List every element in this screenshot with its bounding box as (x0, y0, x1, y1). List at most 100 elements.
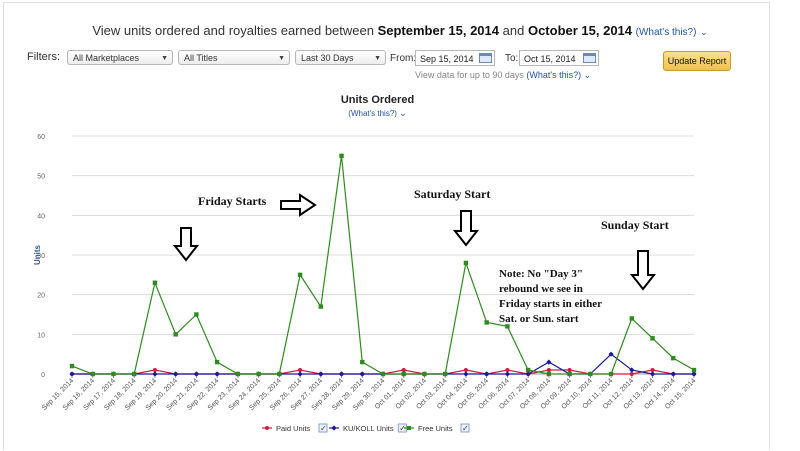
date-range-value: Last 30 Days (301, 53, 354, 63)
chart-whats-link[interactable]: (What's this?) ⌄ (0, 108, 755, 119)
y-tick-label: 50 (37, 174, 45, 181)
calendar-icon[interactable] (583, 53, 596, 63)
data-point (152, 371, 158, 377)
to-date-field[interactable]: Oct 15, 2014 (519, 50, 599, 66)
legend-checkbox[interactable] (460, 423, 470, 433)
data-point (608, 351, 614, 357)
data-point (504, 371, 510, 377)
annotation-sunday: Sunday Start (601, 218, 669, 232)
legend-swatch-marker (265, 426, 269, 430)
data-point (588, 371, 593, 377)
headline-start-date: September 15, 2014 (377, 23, 499, 38)
series-line (72, 353, 694, 375)
report-card (3, 2, 770, 450)
data-point (277, 371, 282, 377)
y-tick-label: 60 (37, 134, 45, 141)
data-point (152, 368, 157, 373)
arrow-down-icon (172, 227, 200, 262)
chart-title: Units Ordered (340, 94, 415, 106)
data-point (359, 371, 365, 377)
data-point (256, 371, 261, 377)
legend-swatch-marker (407, 426, 411, 430)
chart-whats-text[interactable]: (What's this?) (348, 109, 397, 118)
hint-text: View data for up to 90 days (415, 70, 524, 80)
data-point (152, 280, 158, 285)
titles-value: All Titles (184, 53, 218, 63)
update-report-button[interactable]: Update Report (663, 51, 731, 71)
legend-swatch-marker (331, 425, 337, 431)
hint-whats-link[interactable]: (What's this?) (526, 70, 582, 80)
data-point (629, 367, 635, 373)
data-point (443, 371, 448, 377)
to-date-value: Oct 15, 2014 (524, 54, 576, 64)
data-point (194, 312, 199, 317)
data-point (649, 371, 656, 377)
arrow-down-icon (629, 250, 657, 291)
headline-prefix: View units ordered and royalties earned … (92, 23, 374, 38)
data-point (90, 371, 95, 377)
data-point (297, 272, 303, 278)
y-axis-label: Units (33, 244, 42, 265)
checkmark-icon: ✓ (462, 424, 469, 433)
data-point (629, 372, 634, 376)
data-point (214, 371, 220, 377)
annotation-note-line: Sat. or Sun. start (499, 313, 579, 325)
data-point (670, 371, 676, 377)
date-range-select[interactable]: Last 30 Days ▼ (295, 50, 386, 65)
data-point (484, 320, 489, 325)
y-tick-label: 40 (37, 213, 45, 220)
data-point (69, 363, 75, 369)
data-point (608, 371, 614, 377)
data-point (567, 371, 572, 377)
chevron-down-icon: ⌄ (583, 70, 592, 80)
data-point (339, 153, 344, 159)
y-tick-label: 0 (41, 372, 45, 379)
report-headline: View units ordered and royalties earned … (0, 23, 800, 38)
data-point (671, 355, 676, 361)
calendar-icon[interactable] (479, 53, 492, 63)
data-point (505, 324, 510, 329)
annotation-friday: Friday Starts (198, 194, 267, 208)
data-point (484, 371, 490, 377)
headline-and: and (502, 23, 525, 38)
from-label: From: (390, 53, 417, 64)
annotation-note-line: Friday starts in either (499, 298, 602, 310)
data-point (629, 316, 634, 321)
data-point (173, 371, 179, 377)
data-point (235, 371, 241, 377)
data-point (546, 368, 551, 373)
data-point (193, 371, 199, 377)
data-point (132, 371, 137, 377)
data-point (691, 371, 697, 377)
chevron-down-icon: ⌄ (399, 108, 407, 118)
series-line (71, 155, 695, 375)
chevron-down-icon: ▼ (278, 55, 285, 62)
marketplace-value: All Marketplaces (73, 53, 140, 63)
to-label: To: (505, 53, 519, 64)
date-range-hint: View data for up to 90 days (What's this… (415, 70, 591, 81)
y-tick-label: 30 (37, 253, 45, 260)
y-tick-label: 20 (37, 293, 45, 300)
chevron-down-icon: ▼ (374, 55, 381, 62)
headline-end-date: October 15, 2014 (527, 23, 633, 38)
checkmark-icon: ✓ (320, 424, 327, 433)
data-point (69, 371, 75, 377)
legend-label: Paid Units (276, 424, 310, 433)
legend-checkbox[interactable] (318, 423, 328, 433)
headline-whats-link[interactable]: (What's this?) (635, 27, 697, 38)
data-point (546, 371, 552, 377)
annotation-saturday: Saturday Start (414, 187, 490, 201)
data-point (318, 371, 324, 377)
data-point (463, 368, 468, 373)
data-point (463, 371, 469, 377)
from-date-field[interactable]: Sep 15, 2014 (415, 50, 495, 66)
marketplace-select[interactable]: All Marketplaces ▼ (67, 50, 173, 65)
titles-select[interactable]: All Titles ▼ (178, 50, 290, 65)
data-point (546, 359, 552, 365)
data-point (525, 371, 531, 377)
annotation-note-line: Note: No "Day 3" (499, 268, 583, 280)
filters-label: Filters: (27, 51, 60, 63)
data-point (691, 367, 697, 373)
data-point (422, 371, 427, 377)
